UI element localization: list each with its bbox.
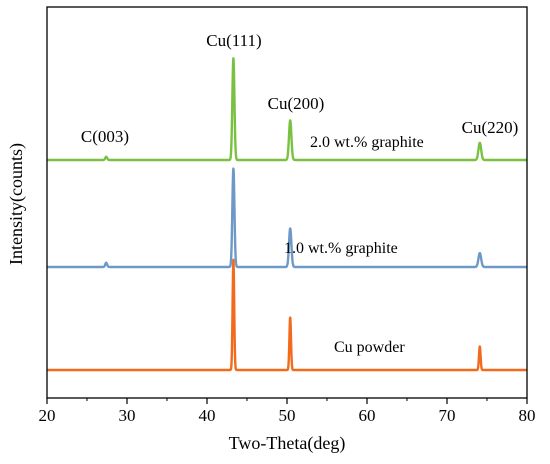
x-tick-label: 80 (519, 406, 536, 425)
plot-series (45, 57, 529, 372)
plot-frame (46, 6, 528, 399)
series-label: Cu powder (334, 339, 405, 356)
y-axis-title: Intensity(counts) (6, 143, 27, 265)
peak-label: Cu(200) (268, 94, 325, 113)
series-line (45, 258, 529, 372)
series-line (45, 167, 529, 269)
x-tick-label: 20 (39, 406, 56, 425)
series-label: 1.0 wt.% graphite (284, 240, 398, 257)
peak-label: C(003) (81, 127, 129, 146)
x-axis-title: Two-Theta(deg) (229, 433, 346, 454)
x-tick-label: 40 (199, 406, 216, 425)
peak-label: Cu(111) (206, 31, 261, 50)
x-axis: 20 30 40 50 60 70 80 (39, 398, 536, 425)
x-tick-label: 30 (119, 406, 136, 425)
peak-label: Cu(220) (462, 118, 519, 137)
series-label: 2.0 wt.% graphite (310, 134, 424, 151)
x-tick-label: 50 (279, 406, 296, 425)
series-line (45, 57, 529, 162)
peak-annotations: C(003) Cu(111) Cu(200) Cu(220) (81, 31, 518, 146)
series-labels: 2.0 wt.% graphite 1.0 wt.% graphite Cu pow… (284, 134, 424, 356)
x-tick-label: 60 (359, 406, 376, 425)
x-tick-label: 70 (439, 406, 456, 425)
